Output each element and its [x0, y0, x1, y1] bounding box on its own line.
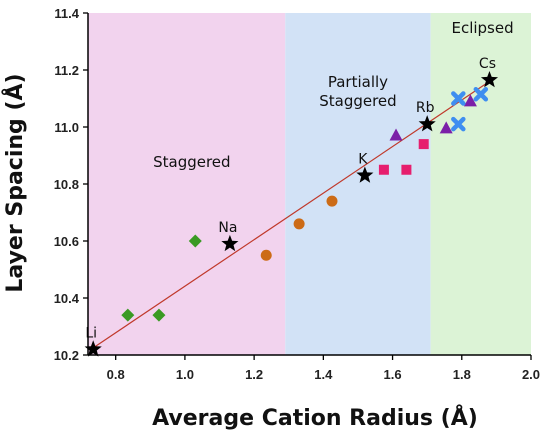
region-0: [88, 13, 286, 355]
x-tick-label-5: 1.8: [453, 367, 471, 382]
x-axis-title: Average Cation Radius (Å): [152, 405, 478, 431]
star-point-0-4: [480, 70, 499, 88]
y-tick-label-5: 11.2: [54, 63, 79, 78]
circle-point-2-0: [260, 249, 272, 261]
square-point-3-0: [378, 164, 389, 175]
diamond-point-1-0: [121, 308, 135, 322]
y-axis-title: Layer Spacing (Å): [2, 73, 28, 292]
point-label-k: K: [358, 151, 368, 167]
region-2: [430, 13, 531, 355]
star-point-0-2: [356, 166, 374, 183]
triangle-point-4-2: [463, 94, 477, 107]
square-point-3-1: [401, 164, 412, 175]
cross-point-5-2: [473, 86, 489, 102]
fit-line: [92, 80, 490, 349]
marker-group: [84, 70, 499, 357]
point-label-li: Li: [85, 325, 97, 341]
y-tick-label-6: 11.4: [54, 6, 79, 21]
x-tick-label-1: 1.0: [176, 367, 194, 382]
x-tick-label-2: 1.2: [245, 367, 263, 382]
diamond-point-1-1: [152, 308, 166, 322]
x-tick-label-4: 1.6: [384, 367, 402, 382]
region-label-1: Partially Staggered: [319, 73, 396, 110]
annotation-group: Staggered Partially Staggered Eclipsed Li Na K…: [85, 19, 513, 341]
diamond-point-1-2: [188, 234, 202, 248]
fit-line-group: [92, 80, 490, 349]
circle-point-2-1: [293, 218, 305, 230]
y-tick-label-4: 11.0: [54, 120, 79, 135]
x-tick-label-0: 0.8: [107, 367, 125, 382]
star-point-0-3: [418, 115, 436, 132]
region-label-0: Staggered: [153, 153, 230, 171]
point-label-rb: Rb: [416, 100, 435, 116]
axes-group: 0.8 1.0 1.2 1.4 1.6 1.8 2.0 10.2 10.4 10.6 10.8 11.…: [54, 6, 540, 382]
cross-point-5-1: [451, 116, 466, 132]
region-backgrounds: [88, 13, 531, 355]
cross-point-5-0: [451, 91, 466, 106]
y-tick-label-0: 10.2: [54, 348, 79, 363]
square-point-3-2: [418, 139, 429, 150]
region-1: [285, 13, 431, 355]
region-label-2: Eclipsed: [451, 19, 513, 37]
y-tick-label-1: 10.4: [54, 291, 80, 306]
star-point-0-0: [84, 340, 102, 357]
y-tick-label-2: 10.6: [54, 234, 79, 249]
point-label-na: Na: [218, 220, 237, 236]
x-tick-label-3: 1.4: [314, 367, 333, 382]
star-point-0-1: [221, 234, 239, 252]
triangle-point-4-0: [389, 128, 403, 141]
x-tick-label-6: 2.0: [522, 367, 540, 382]
y-tick-label-3: 10.8: [54, 177, 79, 192]
circle-point-2-2: [326, 195, 338, 207]
triangle-point-4-1: [439, 121, 453, 134]
point-label-cs: Cs: [479, 56, 496, 72]
